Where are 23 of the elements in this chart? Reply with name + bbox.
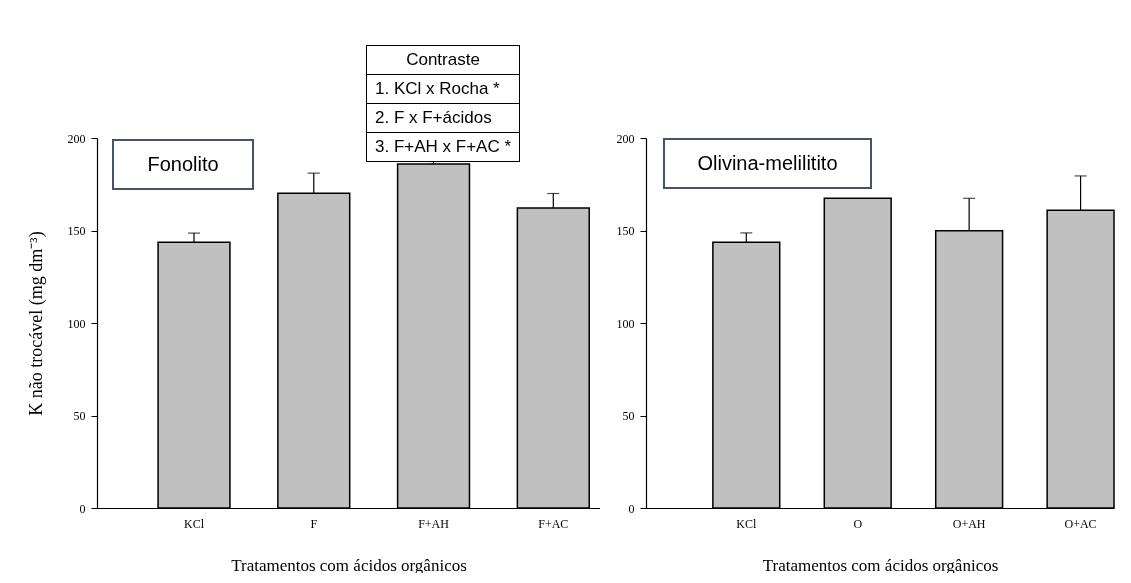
text-box: Olivina-melilitito <box>663 138 872 189</box>
y-tick-label: 200 <box>67 131 86 146</box>
y-tick-label: 150 <box>67 224 86 238</box>
x-tick-label: F+AH <box>418 516 450 531</box>
x-tick-label: F <box>310 516 318 531</box>
y-tick-label: 0 <box>79 501 86 516</box>
x-tick-label: O+AH <box>952 516 986 531</box>
y-tick-label: 200 <box>616 131 635 146</box>
annotation: 3. F+AH x F+AC * <box>366 132 520 162</box>
x-tick-label: F+AC <box>538 516 569 531</box>
x-tick-label: KCl <box>184 516 205 531</box>
y-axis-title: K não trocável (mg dm⁻³) <box>25 231 47 416</box>
y-tick-label: 50 <box>73 409 86 423</box>
y-tick-label: 100 <box>67 316 86 331</box>
x-tick-label: KCl <box>736 516 757 531</box>
x-tick-label: O <box>853 516 863 531</box>
y-tick-label: 150 <box>616 224 635 238</box>
contrast-table: Contraste 1. KCl x Rocha * 2. F x F+ácidos 3. F+AH x F+AC * <box>366 45 521 162</box>
text-box: Fonolito <box>112 139 254 190</box>
y-tick-label: 50 <box>622 409 635 423</box>
y-tick-label: 100 <box>616 316 635 331</box>
x-tick-label: O+AC <box>1064 516 1097 531</box>
y-tick-label: 0 <box>628 501 635 516</box>
